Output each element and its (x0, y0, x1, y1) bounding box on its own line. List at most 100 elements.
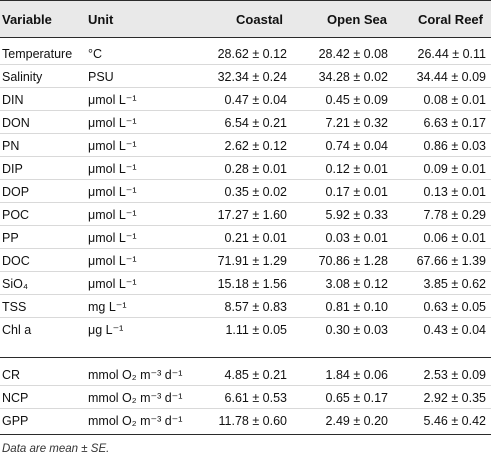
cell-unit: μmol L⁻¹ (88, 277, 137, 291)
cell-coastal: 32.34 ± 0.24 (217, 70, 287, 84)
table-row: CR mmol O₂ m⁻³ d⁻¹ 4.85 ± 0.21 1.84 ± 0.… (0, 364, 491, 386)
cell-coastal: 6.61 ± 0.53 (224, 391, 287, 405)
cell-open-sea: 0.30 ± 0.03 (325, 323, 388, 337)
cell-coastal: 1.11 ± 0.05 (225, 323, 287, 337)
cell-variable: POC (2, 208, 30, 222)
cell-open-sea: 7.21 ± 0.32 (325, 116, 388, 130)
cell-coastal: 0.47 ± 0.04 (224, 93, 287, 107)
cell-open-sea: 70.86 ± 1.28 (318, 254, 388, 268)
table-row: PN μmol L⁻¹ 2.62 ± 0.12 0.74 ± 0.04 0.86… (0, 135, 491, 157)
header-coastal: Coastal (236, 12, 283, 27)
table-row: DIN μmol L⁻¹ 0.47 ± 0.04 0.45 ± 0.09 0.0… (0, 89, 491, 111)
cell-variable: GPP (2, 414, 29, 428)
cell-unit: μmol L⁻¹ (88, 185, 137, 199)
cell-coral-reef: 2.92 ± 0.35 (423, 391, 486, 405)
group-divider (0, 357, 491, 358)
cell-coastal: 0.35 ± 0.02 (224, 185, 287, 199)
table-bottom-rule (0, 434, 491, 435)
cell-open-sea: 1.84 ± 0.06 (325, 368, 388, 382)
cell-coastal: 8.57 ± 0.83 (224, 300, 287, 314)
table-row: TSS mg L⁻¹ 8.57 ± 0.83 0.81 ± 0.10 0.63 … (0, 296, 491, 318)
cell-coral-reef: 0.09 ± 0.01 (423, 162, 486, 176)
cell-coral-reef: 0.13 ± 0.01 (423, 185, 486, 199)
cell-open-sea: 28.42 ± 0.08 (318, 47, 388, 61)
cell-open-sea: 0.17 ± 0.01 (325, 185, 388, 199)
cell-variable: PP (2, 231, 19, 245)
cell-variable: DOP (2, 185, 30, 199)
cell-unit: mmol O₂ m⁻³ d⁻¹ (88, 368, 183, 382)
cell-open-sea: 0.12 ± 0.01 (325, 162, 388, 176)
cell-unit: mmol O₂ m⁻³ d⁻¹ (88, 414, 183, 428)
cell-unit: μmol L⁻¹ (88, 93, 137, 107)
table-footnote: Data are mean ± SE. (2, 443, 110, 455)
cell-coral-reef: 0.06 ± 0.01 (423, 231, 486, 245)
cell-unit: mmol O₂ m⁻³ d⁻¹ (88, 391, 183, 405)
cell-coral-reef: 6.63 ± 0.17 (423, 116, 486, 130)
cell-open-sea: 2.49 ± 0.20 (325, 414, 388, 428)
table-row: DOP μmol L⁻¹ 0.35 ± 0.02 0.17 ± 0.01 0.1… (0, 181, 491, 203)
cell-coral-reef: 0.63 ± 0.05 (423, 300, 486, 314)
cell-coral-reef: 0.08 ± 0.01 (423, 93, 486, 107)
header-coral-reef: Coral Reef (417, 12, 483, 27)
cell-unit: μmol L⁻¹ (88, 116, 137, 130)
cell-coral-reef: 3.85 ± 0.62 (423, 277, 486, 291)
cell-unit: μmol L⁻¹ (88, 208, 137, 222)
cell-coral-reef: 7.78 ± 0.29 (423, 208, 486, 222)
cell-unit: mg L⁻¹ (88, 300, 127, 314)
table-row: POC μmol L⁻¹ 17.27 ± 1.60 5.92 ± 0.33 7.… (0, 204, 491, 226)
cell-open-sea: 0.74 ± 0.04 (325, 139, 388, 153)
cell-coastal: 4.85 ± 0.21 (224, 368, 287, 382)
cell-coastal: 0.21 ± 0.01 (224, 231, 287, 245)
cell-open-sea: 0.81 ± 0.10 (325, 300, 388, 314)
cell-coastal: 0.28 ± 0.01 (224, 162, 287, 176)
cell-unit: μmol L⁻¹ (88, 139, 137, 153)
table-row: Chl a μg L⁻¹ 1.11 ± 0.05 0.30 ± 0.03 0.4… (0, 319, 491, 341)
cell-open-sea: 3.08 ± 0.12 (325, 277, 388, 291)
header-unit: Unit (88, 12, 114, 27)
cell-coastal: 11.78 ± 0.60 (218, 414, 288, 428)
cell-coastal: 15.18 ± 1.56 (217, 277, 287, 291)
table-row: SiO₄ μmol L⁻¹ 15.18 ± 1.56 3.08 ± 0.12 3… (0, 273, 491, 295)
cell-coral-reef: 67.66 ± 1.39 (416, 254, 486, 268)
table-row: DIP μmol L⁻¹ 0.28 ± 0.01 0.12 ± 0.01 0.0… (0, 158, 491, 180)
cell-open-sea: 34.28 ± 0.02 (318, 70, 388, 84)
table-row: NCP mmol O₂ m⁻³ d⁻¹ 6.61 ± 0.53 0.65 ± 0… (0, 387, 491, 409)
table-row: DOC μmol L⁻¹ 71.91 ± 1.29 70.86 ± 1.28 6… (0, 250, 491, 272)
cell-coastal: 2.62 ± 0.12 (224, 139, 287, 153)
table-row: DON μmol L⁻¹ 6.54 ± 0.21 7.21 ± 0.32 6.6… (0, 112, 491, 134)
cell-open-sea: 5.92 ± 0.33 (325, 208, 388, 222)
cell-variable: DON (2, 116, 30, 130)
cell-variable: CR (2, 368, 21, 382)
table-header: Variable Unit Coastal Open Sea Coral Ree… (0, 0, 491, 38)
cell-coral-reef: 0.43 ± 0.04 (423, 323, 486, 337)
cell-coral-reef: 26.44 ± 0.11 (417, 47, 487, 61)
cell-open-sea: 0.65 ± 0.17 (325, 391, 388, 405)
cell-open-sea: 0.03 ± 0.01 (325, 231, 388, 245)
cell-coral-reef: 5.46 ± 0.42 (423, 414, 486, 428)
table-row: Salinity PSU 32.34 ± 0.24 34.28 ± 0.02 3… (0, 66, 491, 88)
cell-unit: μmol L⁻¹ (88, 162, 137, 176)
cell-variable: Temperature (2, 47, 73, 61)
cell-coral-reef: 0.86 ± 0.03 (423, 139, 486, 153)
cell-variable: DOC (2, 254, 30, 268)
table-row: Temperature °C 28.62 ± 0.12 28.42 ± 0.08… (0, 43, 491, 65)
cell-unit: PSU (88, 70, 114, 84)
cell-coastal: 17.27 ± 1.60 (217, 208, 287, 222)
cell-variable: TSS (2, 300, 27, 314)
cell-open-sea: 0.45 ± 0.09 (325, 93, 388, 107)
cell-variable: SiO₄ (2, 277, 28, 291)
header-variable: Variable (2, 12, 52, 27)
cell-coastal: 71.91 ± 1.29 (217, 254, 287, 268)
cell-unit: °C (88, 47, 103, 61)
cell-variable: Salinity (2, 70, 43, 84)
header-open-sea: Open Sea (327, 12, 387, 27)
table-row: GPP mmol O₂ m⁻³ d⁻¹ 11.78 ± 0.60 2.49 ± … (0, 410, 491, 432)
cell-coral-reef: 2.53 ± 0.09 (423, 368, 486, 382)
cell-unit: μmol L⁻¹ (88, 231, 137, 245)
cell-variable: DIN (2, 93, 24, 107)
table-row: PP μmol L⁻¹ 0.21 ± 0.01 0.03 ± 0.01 0.06… (0, 227, 491, 249)
cell-unit: μg L⁻¹ (88, 323, 124, 337)
cell-variable: DIP (2, 162, 23, 176)
cell-coastal: 6.54 ± 0.21 (224, 116, 287, 130)
